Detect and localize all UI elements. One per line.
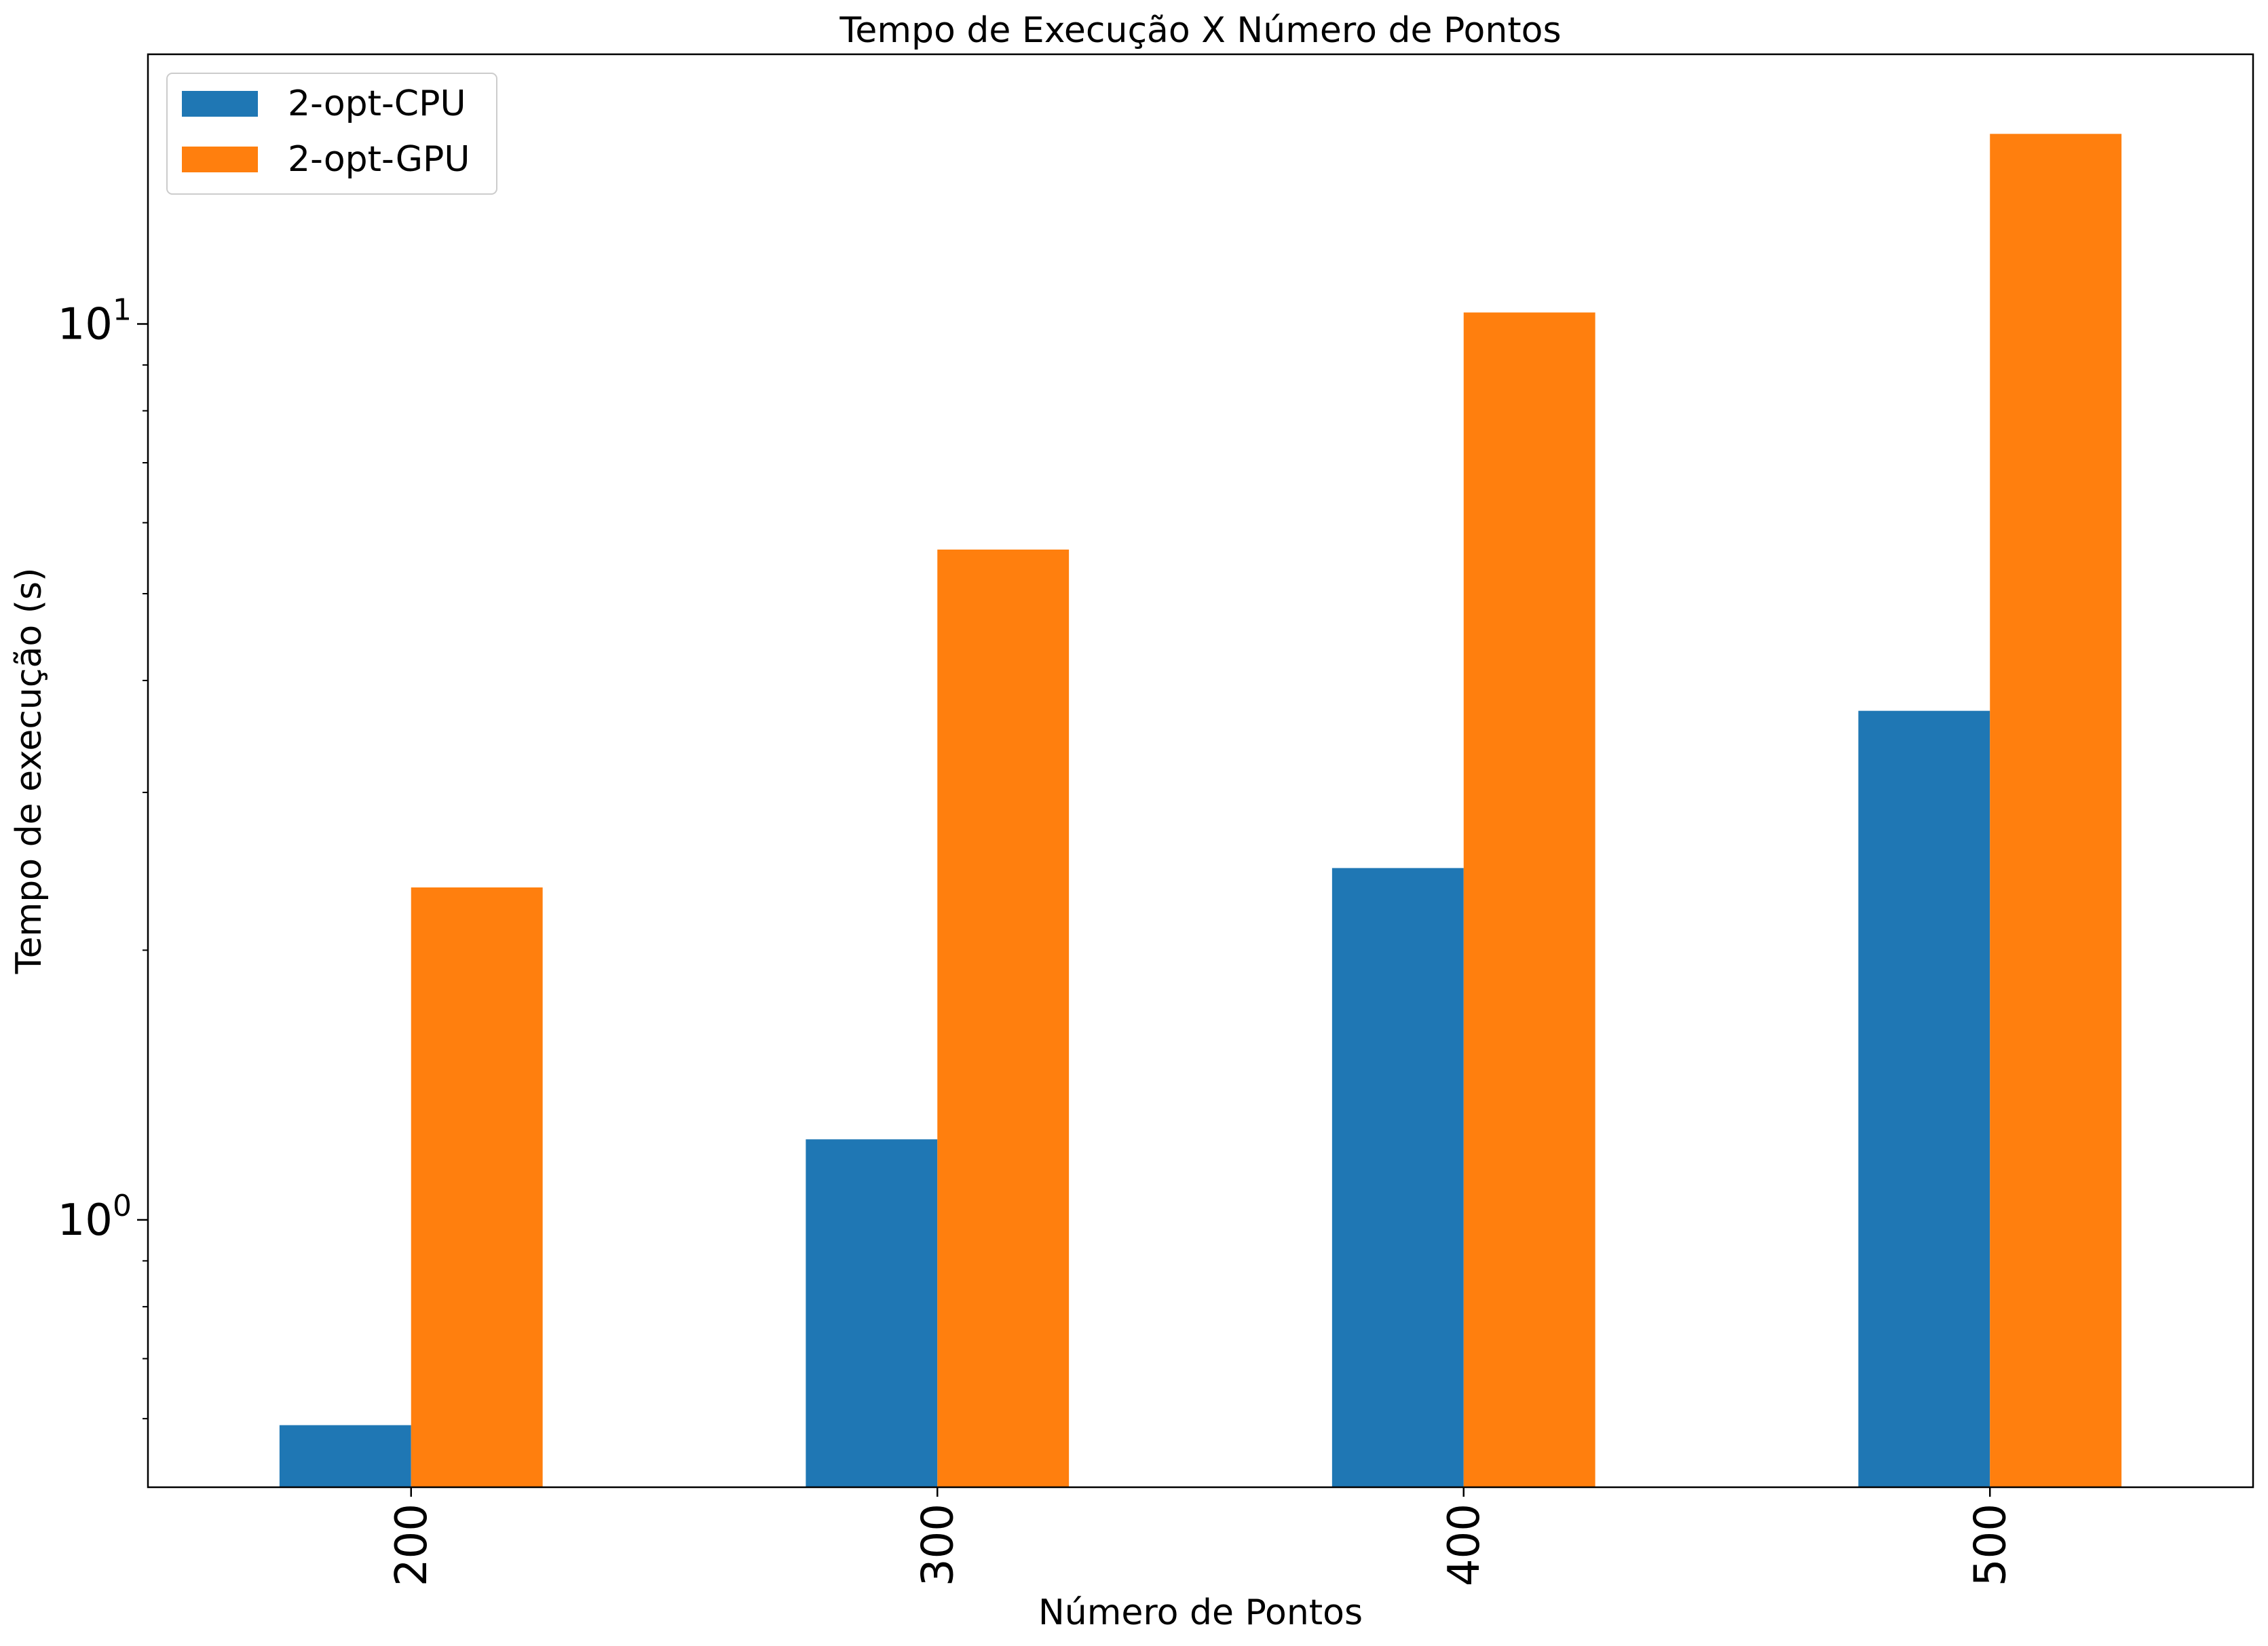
- bar-2-opt-cpu-400: [1331, 868, 1464, 1487]
- legend-swatch: [182, 91, 258, 117]
- x-axis-label: Número de Pontos: [1038, 1592, 1363, 1633]
- chart-title: Tempo de Execução X Número de Pontos: [839, 10, 1561, 51]
- bar-2-opt-gpu-200: [411, 887, 543, 1487]
- bars-group: [279, 134, 2122, 1487]
- legend-label: 2-opt-GPU: [288, 139, 470, 180]
- legend: 2-opt-CPU 2-opt-GPU: [166, 73, 497, 195]
- plot-frame: [147, 53, 2254, 1489]
- legend-swatch: [182, 147, 258, 172]
- bar-2-opt-cpu-300: [806, 1139, 938, 1487]
- x-ticks: 200 300 400 500: [387, 1487, 2016, 1586]
- bar-2-opt-gpu-400: [1463, 312, 1595, 1487]
- x-tick-label: 500: [1965, 1504, 2016, 1586]
- x-tick-label: 300: [913, 1504, 963, 1586]
- legend-label: 2-opt-CPU: [288, 83, 466, 124]
- x-tick-label: 200: [387, 1504, 437, 1586]
- bar-2-opt-gpu-300: [937, 549, 1070, 1487]
- bar-2-opt-cpu-200: [279, 1425, 411, 1487]
- bar-2-opt-gpu-500: [1990, 134, 2122, 1487]
- y-tick-label: 101: [58, 292, 132, 349]
- minor-ticks: [143, 364, 148, 1419]
- y-axis-label: Tempo de execução (s): [9, 568, 50, 975]
- y-tick-label: 100: [58, 1189, 132, 1246]
- bar-2-opt-cpu-500: [1858, 710, 1990, 1487]
- x-tick-label: 400: [1439, 1504, 1490, 1586]
- major-ticks: 100 101: [58, 292, 148, 1246]
